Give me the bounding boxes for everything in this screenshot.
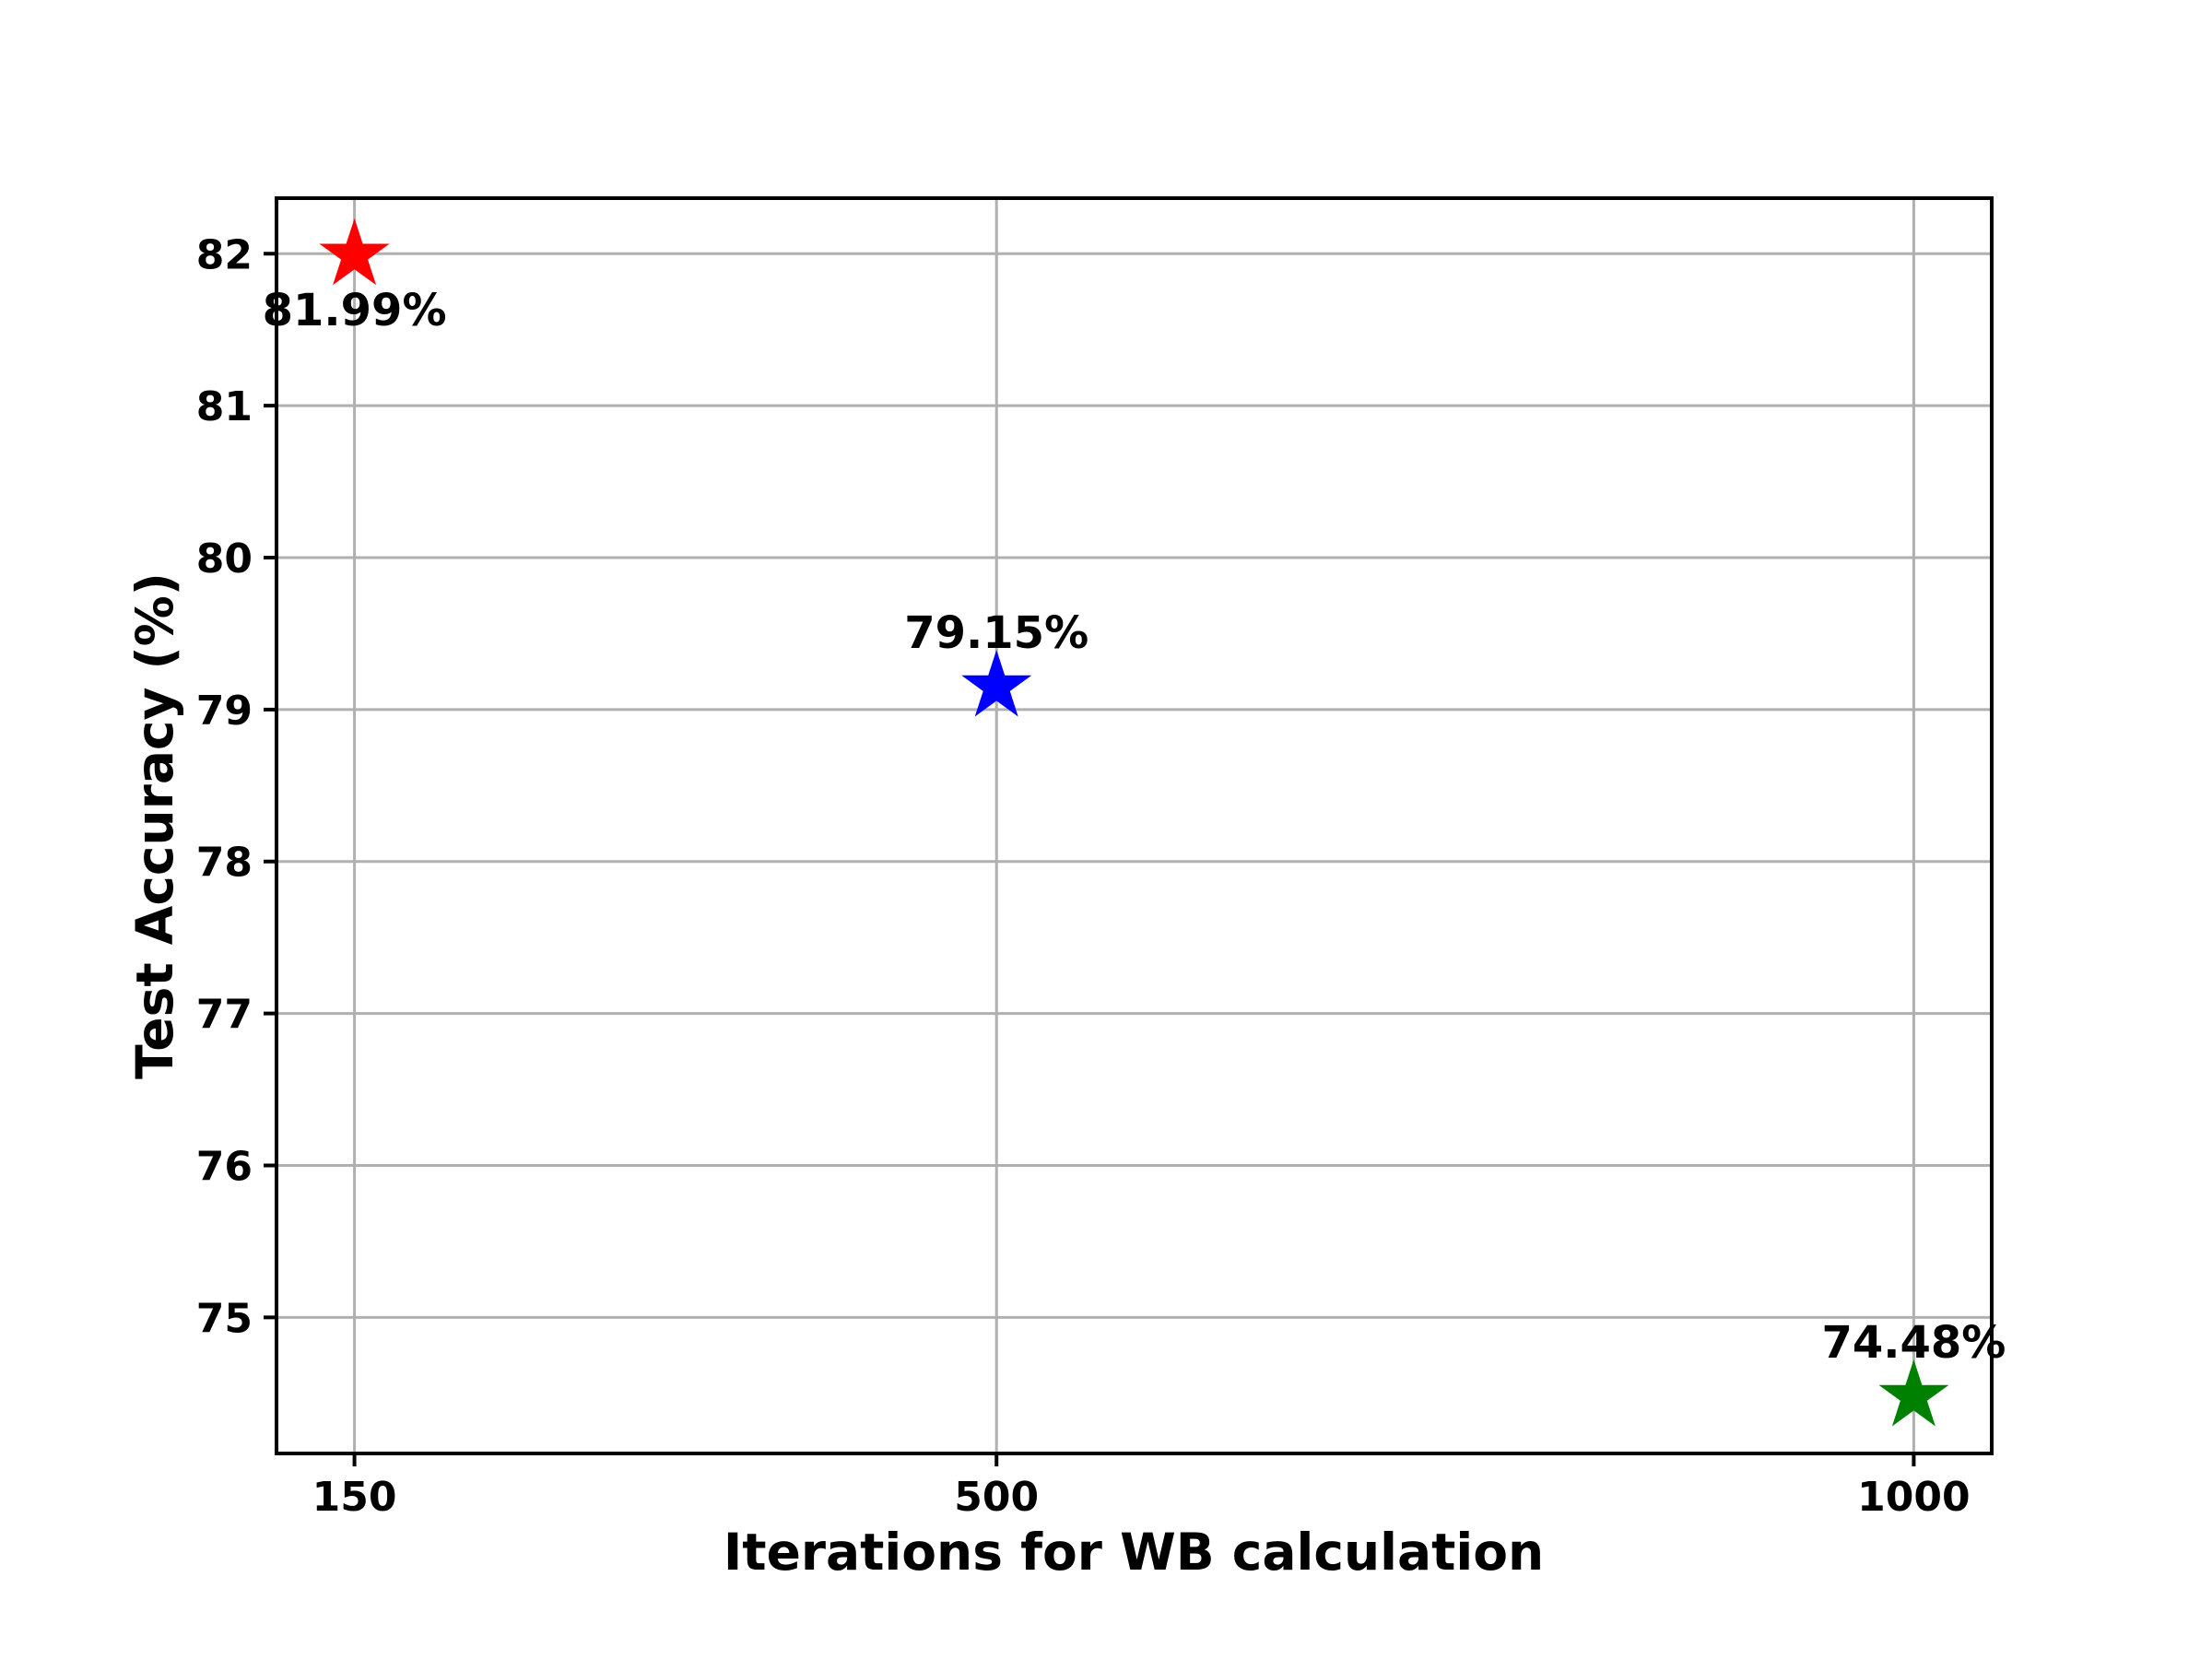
x-tick-label: 150 bbox=[312, 1474, 397, 1521]
x-tick-label: 1000 bbox=[1857, 1474, 1970, 1521]
data-point-star bbox=[961, 650, 1032, 717]
plot-border bbox=[275, 196, 1994, 1455]
point-value-label: 79.15% bbox=[904, 607, 1088, 659]
data-point-star bbox=[1878, 1359, 1949, 1427]
y-tick-label: 80 bbox=[196, 535, 253, 582]
y-tick-label: 78 bbox=[196, 840, 253, 887]
point-value-label: 81.99% bbox=[263, 285, 447, 336]
y-tick-label: 81 bbox=[196, 383, 253, 430]
y-tick-label: 79 bbox=[196, 688, 253, 735]
data-point-star bbox=[319, 218, 390, 286]
y-tick-label: 77 bbox=[196, 992, 253, 1039]
y-tick-label: 82 bbox=[196, 231, 253, 278]
y-tick-label: 76 bbox=[196, 1143, 253, 1190]
point-value-label: 74.48% bbox=[1821, 1317, 2006, 1369]
y-axis-title: Test Accuracy (%) bbox=[125, 572, 184, 1079]
y-tick-label: 75 bbox=[196, 1295, 253, 1342]
x-tick-label: 500 bbox=[954, 1474, 1039, 1521]
x-axis-title: Iterations for WB calculation bbox=[723, 1523, 1545, 1582]
